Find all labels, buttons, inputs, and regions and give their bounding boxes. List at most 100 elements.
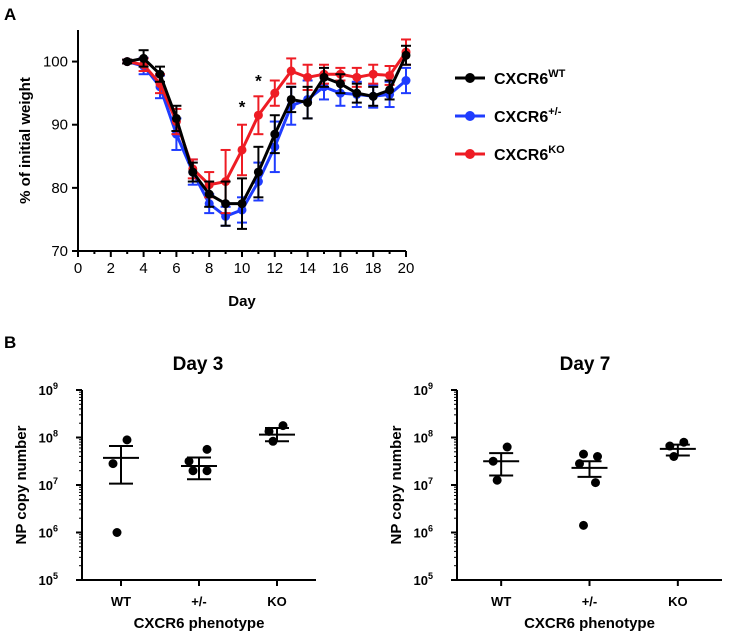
y-tick-label: 100 <box>43 54 68 71</box>
legend-label-name: CXCR6 <box>494 109 548 126</box>
data-point <box>139 53 149 63</box>
x-axis-title: Day <box>228 293 256 310</box>
group-WT <box>483 442 520 485</box>
data-point <box>108 459 118 469</box>
y-tick-base: 10 <box>39 573 53 588</box>
data-point <box>492 475 502 485</box>
data-point <box>385 70 395 80</box>
x-tick-label: 0 <box>74 260 82 277</box>
y-tick-base: 10 <box>39 431 53 446</box>
group-+/- <box>181 444 217 481</box>
data-point <box>368 91 378 101</box>
legend-label: CXCR6WT <box>494 68 566 88</box>
data-point <box>270 129 280 139</box>
y-tick-base: 10 <box>414 526 428 541</box>
y-tick-base: 10 <box>414 573 428 588</box>
data-point <box>335 79 345 89</box>
y-tick-exponent: 6 <box>428 524 433 534</box>
y-tick-exponent: 6 <box>53 524 58 534</box>
y-tick-exponent: 8 <box>428 429 433 439</box>
x-tick-label: 10 <box>234 260 251 277</box>
legend-label-superscript: WT <box>548 68 565 80</box>
panel-b-label: B <box>4 333 16 352</box>
x-tick-label: 18 <box>365 260 382 277</box>
data-point <box>122 435 132 445</box>
legend-marker <box>465 111 475 121</box>
legend-label-superscript: +/- <box>548 106 561 118</box>
category-label: KO <box>668 594 688 609</box>
y-tick-base: 10 <box>39 383 53 398</box>
category-label: +/- <box>582 594 598 609</box>
legend-marker <box>465 73 475 83</box>
y-tick-label: 107 <box>39 476 58 493</box>
data-point <box>237 199 247 209</box>
data-point <box>112 528 122 537</box>
data-point <box>188 466 198 476</box>
y-tick-label: 80 <box>51 180 68 197</box>
group-+/- <box>571 449 608 530</box>
data-point <box>202 466 212 476</box>
series-+/- <box>122 56 411 227</box>
data-point <box>188 167 198 177</box>
y-tick-exponent: 7 <box>53 476 58 486</box>
y-tick-label: 90 <box>51 117 68 134</box>
y-axis-title: NP copy number <box>388 425 405 544</box>
series-WT <box>122 44 411 230</box>
data-point <box>221 199 231 209</box>
y-tick-label: 108 <box>39 429 58 446</box>
series-line <box>126 60 407 218</box>
legend-label: CXCR6KO <box>494 144 565 164</box>
legend-label-superscript: KO <box>548 144 565 156</box>
data-point <box>237 145 247 155</box>
y-tick-label: 109 <box>39 381 58 398</box>
data-point <box>303 72 313 82</box>
data-point <box>401 50 411 60</box>
legend-label-name: CXCR6 <box>494 71 548 88</box>
data-point <box>319 72 329 82</box>
data-point <box>253 167 263 177</box>
panel-title: Day 3 <box>173 354 224 375</box>
legend-marker <box>465 149 475 159</box>
y-tick-exponent: 9 <box>53 381 58 391</box>
y-tick-label: 106 <box>39 524 58 541</box>
y-axis-title: % of initial weight <box>17 77 34 204</box>
x-axis-title: CXCR6 phenotype <box>134 615 265 631</box>
y-tick-base: 10 <box>39 478 53 493</box>
significance-star: * <box>239 98 246 117</box>
group-WT <box>103 435 139 537</box>
category-label: WT <box>491 594 511 609</box>
x-tick-label: 14 <box>299 260 316 277</box>
category-label: +/- <box>191 594 207 609</box>
data-point <box>352 72 362 82</box>
y-tick-label: 106 <box>414 524 433 541</box>
data-point <box>264 426 274 436</box>
data-point <box>155 69 165 79</box>
data-point <box>286 66 296 76</box>
data-point <box>171 113 181 123</box>
y-tick-label: 109 <box>414 381 433 398</box>
y-tick-exponent: 5 <box>53 571 58 581</box>
data-point <box>368 69 378 79</box>
series-KO <box>122 38 411 215</box>
data-point <box>502 442 512 452</box>
y-tick-base: 10 <box>39 526 53 541</box>
x-tick-label: 16 <box>332 260 349 277</box>
x-axis-title: CXCR6 phenotype <box>524 615 655 631</box>
legend-item-WT: CXCR6WT <box>455 68 566 88</box>
y-tick-label: 105 <box>414 571 433 588</box>
data-point <box>385 85 395 95</box>
y-tick-label: 108 <box>414 429 433 446</box>
y-axis-title: NP copy number <box>13 425 30 544</box>
weight-line-chart: 70 80 90 100 0 2 4 6 8 10 12 14 16 18 20 Day % of initia… <box>17 30 566 310</box>
y-tick-base: 10 <box>414 431 428 446</box>
data-point <box>593 452 602 461</box>
category-label: WT <box>111 594 131 609</box>
series-line <box>126 54 408 206</box>
data-point <box>202 444 212 454</box>
data-point <box>253 110 263 120</box>
x-tick-label: 4 <box>139 260 147 277</box>
data-point <box>122 57 132 67</box>
